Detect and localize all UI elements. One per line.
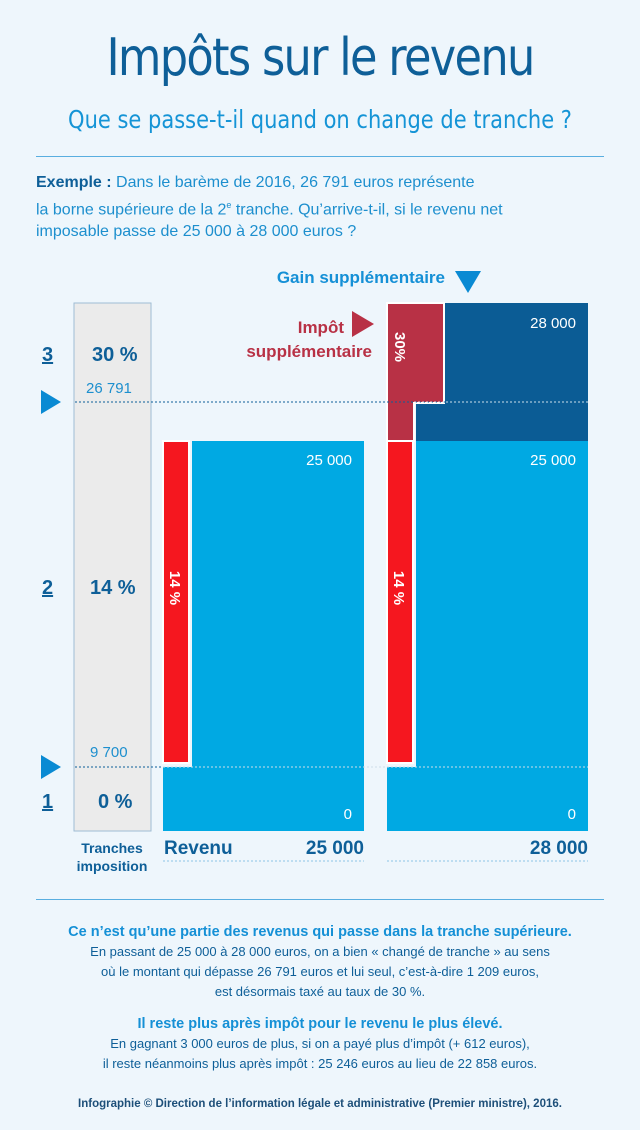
gain-label: Gain supplémentaire: [277, 268, 445, 287]
intro-superscript: e: [226, 200, 232, 210]
intro-text: Exemple : Dans le barème de 2016, 26 791…: [36, 172, 596, 243]
bar-1-axis-value: 25 000: [306, 838, 364, 859]
note-2-heading: Il reste plus après impôt pour le revenu…: [137, 1016, 503, 1032]
bar-2-bottom-label: 0: [568, 806, 576, 823]
notes-section: Ce n’est qu’une partie des revenus qui p…: [20, 922, 620, 1074]
bar-2-extra-tax-label: 30%: [391, 332, 408, 362]
bar-2-axis-value: 28 000: [530, 838, 588, 859]
bracket-2-rate: 14 %: [90, 577, 136, 599]
extra-tax-arrow-icon: [352, 311, 374, 337]
bracket-1-rate: 0 %: [98, 791, 133, 813]
page-title: Impôts sur le revenu: [106, 28, 535, 88]
bar-1-tax-label: 14 %: [166, 571, 183, 605]
threshold-upper-label: 26 791: [86, 380, 132, 397]
bar-1-income: [192, 441, 364, 831]
intro-line-2: la borne supérieure de la 2e tranche. Qu…: [36, 194, 596, 221]
intro-label: Exemple :: [36, 174, 112, 191]
note-1-body-line-1: En passant de 25 000 à 28 000 euros, on …: [90, 944, 550, 959]
threshold-lower-label: 9 700: [90, 744, 128, 761]
extra-tax-label-line-1: Impôt: [298, 318, 345, 337]
note-1-body-line-2: où le montant qui dépasse 26 791 euros e…: [101, 964, 539, 979]
revenue-label: Revenu: [164, 838, 233, 859]
bracket-diagram: 3 30 % 2 14 % 1 0 % 26 791 9 700 25 000 …: [41, 268, 588, 874]
threshold-upper-arrow-icon: [41, 390, 61, 414]
bar-2-extra-top-label: 28 000: [530, 315, 576, 332]
intro-line-1: Exemple : Dans le barème de 2016, 26 791…: [36, 172, 596, 194]
brackets-caption-line-1: Tranches: [81, 840, 143, 856]
bar-1-tax: [162, 440, 190, 764]
bracket-3-number: 3: [42, 344, 53, 366]
brackets-caption-line-2: imposition: [77, 858, 148, 874]
page-subtitle: Que se passe-t-il quand on change de tra…: [68, 105, 572, 134]
intro-line-2-suffix: tranche. Qu’arrive-t-il, si le revenu ne…: [231, 201, 503, 219]
bar-2-top-label: 25 000: [530, 452, 576, 469]
bar-1-top-label: 25 000: [306, 452, 352, 469]
note-1-heading: Ce n’est qu’une partie des revenus qui p…: [68, 924, 572, 940]
bar-2-tax-label: 14 %: [390, 571, 407, 605]
bar-1-bottom-label: 0: [344, 806, 352, 823]
bar-2-income: [416, 441, 588, 831]
note-2-body-line-2: il reste néanmoins plus après impôt : 25…: [102, 1056, 538, 1071]
bar-2-tax-extra: [386, 302, 445, 442]
intro-line-2-prefix: la borne supérieure de la 2: [36, 201, 227, 219]
note-2-body-line-1: En gagnant 3 000 euros de plus, si on a …: [110, 1036, 530, 1051]
extra-tax-label-line-2: supplémentaire: [246, 342, 372, 361]
divider-top: [36, 156, 604, 157]
gain-arrow-icon: [455, 271, 481, 293]
bracket-column: [73, 302, 152, 832]
bracket-2-number: 2: [42, 577, 53, 599]
threshold-lower-arrow-icon: [41, 755, 61, 779]
intro-line-3: imposable passe de 25 000 à 28 000 euros…: [36, 223, 357, 241]
bracket-3-rate: 30 %: [92, 344, 138, 366]
divider-bottom: [36, 899, 604, 900]
note-1-body-line-3: est désormais taxé au taux de 30 %.: [214, 984, 426, 999]
credit-text: Infographie © Direction de l’information…: [78, 1098, 562, 1110]
intro-line-1-text: Dans le barème de 2016, 26 791 euros rep…: [116, 174, 475, 191]
bracket-1-number: 1: [42, 791, 53, 813]
